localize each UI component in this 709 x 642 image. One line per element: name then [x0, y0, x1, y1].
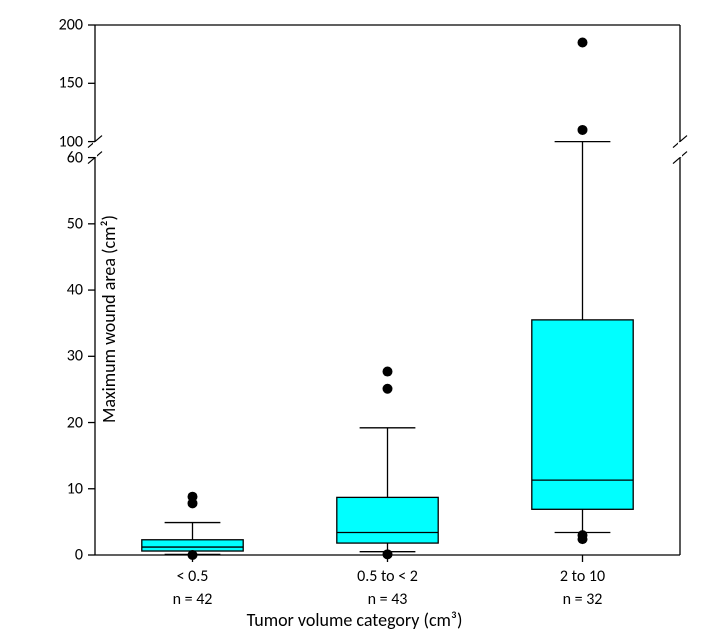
y-tick: 200	[0, 16, 83, 35]
y-tick: 20	[0, 413, 83, 432]
x-axis-label: Tumor volume category (cm³)	[247, 609, 463, 631]
y-axis-label: Maximum wound area (cm²)	[98, 215, 120, 423]
y-tick: 150	[0, 74, 83, 93]
category-n: n = 32	[560, 590, 605, 609]
category-n: n = 42	[173, 590, 213, 609]
y-tick: 50	[0, 214, 83, 233]
boxplot-chart: Maximum wound area (cm²) Tumor volume ca…	[0, 0, 709, 637]
category-n: n = 43	[357, 590, 418, 609]
x-tick: 0.5 to < 2 n = 43	[357, 567, 418, 609]
category-label: 2 to 10	[560, 567, 605, 586]
category-label: 0.5 to < 2	[357, 567, 418, 586]
y-tick: 100	[0, 132, 83, 151]
y-tick: 0	[0, 546, 83, 565]
x-tick: < 0.5 n = 42	[173, 567, 213, 609]
category-label: < 0.5	[177, 567, 209, 586]
y-tick: 30	[0, 347, 83, 366]
y-tick: 40	[0, 281, 83, 300]
x-tick: 2 to 10 n = 32	[560, 567, 605, 609]
y-tick: 10	[0, 479, 83, 498]
